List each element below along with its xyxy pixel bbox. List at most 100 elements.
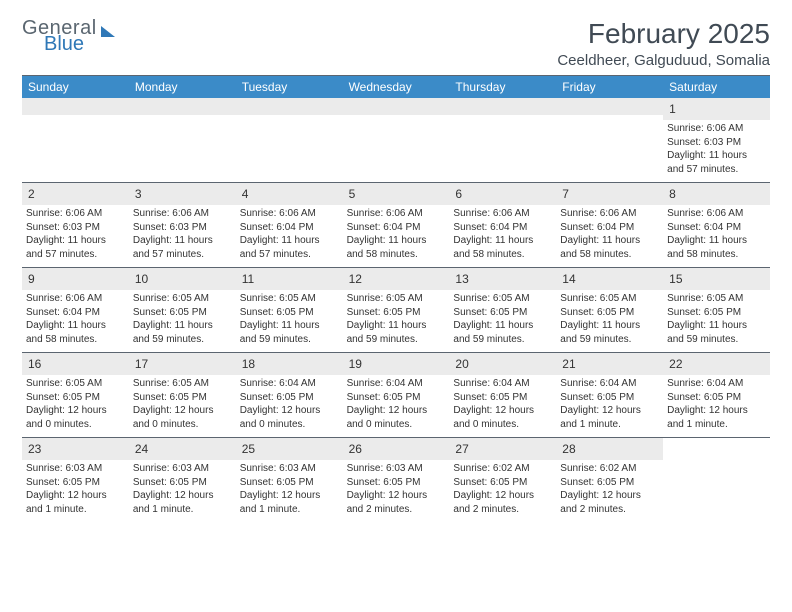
day-number: 27	[455, 442, 468, 456]
sunset-text: Sunset: 6:04 PM	[453, 221, 552, 235]
sunrise-text: Sunrise: 6:02 AM	[560, 462, 659, 476]
day-info: Sunrise: 6:06 AMSunset: 6:04 PMDaylight:…	[667, 207, 766, 261]
day-of-week-header: Sunday Monday Tuesday Wednesday Thursday…	[22, 76, 770, 98]
sunrise-text: Sunrise: 6:05 AM	[133, 292, 232, 306]
day-number: 20	[455, 357, 468, 371]
day-number: 23	[28, 442, 41, 456]
day-info: Sunrise: 6:05 AMSunset: 6:05 PMDaylight:…	[133, 377, 232, 431]
day-cell: 27Sunrise: 6:02 AMSunset: 6:05 PMDayligh…	[449, 438, 556, 522]
day-info: Sunrise: 6:03 AMSunset: 6:05 PMDaylight:…	[240, 462, 339, 516]
daylight-text: Daylight: 12 hours and 0 minutes.	[347, 404, 446, 431]
sunset-text: Sunset: 6:05 PM	[453, 476, 552, 490]
daylight-text: Daylight: 11 hours and 59 minutes.	[560, 319, 659, 346]
sunrise-text: Sunrise: 6:05 AM	[560, 292, 659, 306]
day-number: 28	[562, 442, 575, 456]
sunrise-text: Sunrise: 6:04 AM	[453, 377, 552, 391]
day-number: 14	[562, 272, 575, 286]
day-info: Sunrise: 6:05 AMSunset: 6:05 PMDaylight:…	[347, 292, 446, 346]
day-cell: 17 Sunrise: 6:05 AMSunset: 6:05 PMDayligh…	[129, 353, 236, 437]
sunrise-text: Sunrise: 6:06 AM	[133, 207, 232, 221]
sunrise-text: Sunrise: 6:05 AM	[26, 377, 125, 391]
sunrise-text: Sunrise: 6:03 AM	[347, 462, 446, 476]
daylight-text: Daylight: 12 hours and 2 minutes.	[347, 489, 446, 516]
sunset-text: Sunset: 6:05 PM	[347, 476, 446, 490]
dow-monday: Monday	[129, 76, 236, 98]
day-info: Sunrise: 6:05 AMSunset: 6:05 PMDaylight:…	[453, 292, 552, 346]
sunset-text: Sunset: 6:05 PM	[240, 476, 339, 490]
sunrise-text: Sunrise: 6:03 AM	[133, 462, 232, 476]
daylight-text: Daylight: 12 hours and 1 minute.	[26, 489, 125, 516]
sunrise-text: Sunrise: 6:03 AM	[240, 462, 339, 476]
day-info: Sunrise: 6:06 AMSunset: 6:04 PMDaylight:…	[240, 207, 339, 261]
day-cell: 3Sunrise: 6:06 AMSunset: 6:03 PMDaylight…	[129, 183, 236, 267]
day-number-bar: 16	[22, 353, 129, 375]
day-number: 21	[562, 357, 575, 371]
day-number: 18	[242, 357, 255, 371]
calendar-grid: Sunday Monday Tuesday Wednesday Thursday…	[22, 76, 770, 522]
day-cell: 14 Sunrise: 6:05 AMSunset: 6:05 PMDayligh…	[556, 268, 663, 352]
daylight-text: Daylight: 12 hours and 0 minutes.	[133, 404, 232, 431]
day-number: 3	[135, 187, 142, 201]
logo-text: General Blue	[22, 18, 115, 54]
daylight-text: Daylight: 11 hours and 58 minutes.	[347, 234, 446, 261]
sunset-text: Sunset: 6:05 PM	[667, 391, 766, 405]
day-cell: 10Sunrise: 6:05 AMSunset: 6:05 PMDayligh…	[129, 268, 236, 352]
sunrise-text: Sunrise: 6:05 AM	[453, 292, 552, 306]
day-info: Sunrise: 6:03 AMSunset: 6:05 PMDaylight:…	[347, 462, 446, 516]
daylight-text: Daylight: 12 hours and 0 minutes.	[26, 404, 125, 431]
sunrise-text: Sunrise: 6:06 AM	[453, 207, 552, 221]
sunrise-text: Sunrise: 6:05 AM	[347, 292, 446, 306]
day-cell: 11Sunrise: 6:05 AMSunset: 6:05 PMDayligh…	[236, 268, 343, 352]
day-cell: 1Sunrise: 6:06 AMSunset: 6:03 PMDaylight…	[663, 98, 770, 182]
day-number-bar: 13	[449, 268, 556, 290]
day-number: 15	[669, 272, 682, 286]
sunset-text: Sunset: 6:05 PM	[133, 306, 232, 320]
sunrise-text: Sunrise: 6:06 AM	[26, 292, 125, 306]
day-cell: 6Sunrise: 6:06 AMSunset: 6:04 PMDaylight…	[449, 183, 556, 267]
day-number-bar: 12	[343, 268, 450, 290]
sunset-text: Sunset: 6:05 PM	[240, 306, 339, 320]
day-number-bar: 27	[449, 438, 556, 460]
sunset-text: Sunset: 6:05 PM	[560, 306, 659, 320]
week-row: 16Sunrise: 6:05 AMSunset: 6:05 PMDayligh…	[22, 352, 770, 437]
logo-word-2: Blue	[44, 34, 115, 54]
sunset-text: Sunset: 6:03 PM	[667, 136, 766, 150]
day-info: Sunrise: 6:04 AMSunset: 6:05 PMDaylight:…	[347, 377, 446, 431]
day-number-bar: 17	[129, 353, 236, 375]
day-number: 17	[135, 357, 148, 371]
sunrise-text: Sunrise: 6:05 AM	[240, 292, 339, 306]
dow-thursday: Thursday	[449, 76, 556, 98]
day-number: 5	[349, 187, 356, 201]
sunrise-text: Sunrise: 6:05 AM	[133, 377, 232, 391]
day-number: 4	[242, 187, 249, 201]
month-title: February 2025	[557, 18, 770, 50]
sunset-text: Sunset: 6:05 PM	[560, 476, 659, 490]
empty-day-spacer	[236, 98, 343, 115]
sunset-text: Sunset: 6:05 PM	[26, 476, 125, 490]
empty-day-spacer	[343, 98, 450, 115]
day-cell	[129, 98, 236, 182]
calendar-page: General Blue February 2025 Ceeldheer, Ga…	[0, 0, 792, 522]
day-info: Sunrise: 6:02 AMSunset: 6:05 PMDaylight:…	[560, 462, 659, 516]
day-number-bar: 14	[556, 268, 663, 290]
daylight-text: Daylight: 11 hours and 59 minutes.	[347, 319, 446, 346]
sunset-text: Sunset: 6:05 PM	[133, 391, 232, 405]
day-number-bar: 22	[663, 353, 770, 375]
sunset-text: Sunset: 6:05 PM	[560, 391, 659, 405]
day-info: Sunrise: 6:06 AMSunset: 6:03 PMDaylight:…	[667, 122, 766, 176]
day-cell: 28 Sunrise: 6:02 AMSunset: 6:05 PMDayligh…	[556, 438, 663, 522]
day-cell: 16Sunrise: 6:05 AMSunset: 6:05 PMDayligh…	[22, 353, 129, 437]
day-number-bar: 23	[22, 438, 129, 460]
day-info: Sunrise: 6:04 AMSunset: 6:05 PMDaylight:…	[560, 377, 659, 431]
day-number-bar: 1	[663, 98, 770, 120]
day-number: 24	[135, 442, 148, 456]
day-number: 25	[242, 442, 255, 456]
daylight-text: Daylight: 11 hours and 57 minutes.	[26, 234, 125, 261]
day-cell: 4 Sunrise: 6:06 AMSunset: 6:04 PMDaylight…	[236, 183, 343, 267]
day-info: Sunrise: 6:05 AMSunset: 6:05 PMDaylight:…	[240, 292, 339, 346]
day-number-bar: 3	[129, 183, 236, 205]
day-info: Sunrise: 6:05 AMSunset: 6:05 PMDaylight:…	[560, 292, 659, 346]
week-row: 9Sunrise: 6:06 AMSunset: 6:04 PMDaylight…	[22, 267, 770, 352]
day-number-bar: 18	[236, 353, 343, 375]
sunrise-text: Sunrise: 6:06 AM	[560, 207, 659, 221]
